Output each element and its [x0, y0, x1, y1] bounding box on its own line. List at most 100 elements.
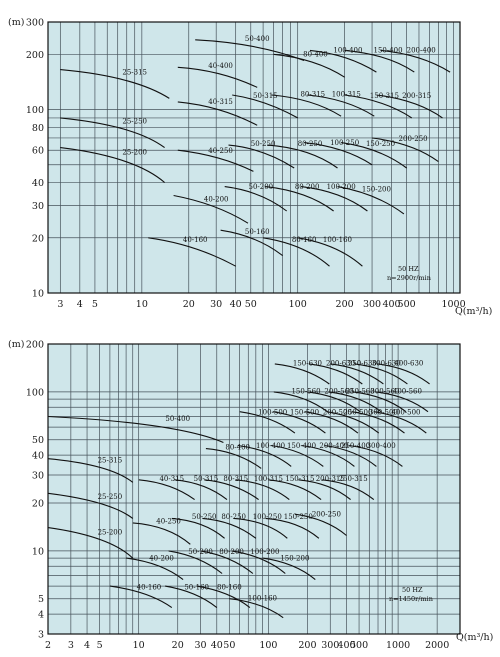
bottom-curve-200-630 [308, 363, 363, 385]
bottom-curve-100-200 [231, 550, 286, 574]
bottom-curve-label: 150-500 [290, 408, 319, 416]
bottom-curve-200-560 [307, 391, 361, 413]
bottom-curve-label: 250-315 [339, 475, 368, 483]
top-y-tick-label: 60 [32, 146, 44, 157]
bottom-curve-25-200 [47, 527, 134, 559]
bottom-curve-label: 150-560 [291, 388, 320, 396]
bottom-curve-label: 100-250 [253, 513, 282, 521]
bottom-curve-label: 80-160 [217, 583, 242, 591]
top-curve-label: 200-250 [399, 135, 428, 143]
top-curve-25-200 [60, 147, 165, 183]
bottom-x-tick-label: 400 [337, 640, 355, 651]
bottom-curve-300-630 [354, 363, 408, 385]
bottom-curve-label: 300-630 [372, 360, 401, 368]
bottom-curve-label: 300-560 [370, 388, 399, 396]
bottom-curve-label: 200-315 [316, 475, 345, 483]
bottom-curve-80-200 [200, 550, 254, 574]
top-curve-200-400 [380, 49, 451, 73]
bottom-curve-200-400 [301, 444, 355, 467]
top-curve-50-200 [224, 186, 288, 212]
bottom-y-tick-label: 50 [32, 435, 44, 446]
bottom-curve-250-400 [324, 444, 377, 467]
top-curve-150-250 [341, 142, 407, 169]
top-curve-100-160 [297, 237, 363, 267]
top-x-tick-label: 400 [382, 299, 400, 310]
bottom-curve-80-250 [202, 517, 257, 539]
top-chart-note-line2: n=2900r/min [387, 274, 431, 282]
bottom-curve-label: 50-400 [165, 415, 190, 423]
bottom-x-tick-label: 4 [84, 640, 90, 651]
bottom-curve-100-500 [239, 411, 296, 434]
bottom-curve-150-400 [271, 444, 324, 467]
top-curve-80-160 [263, 237, 330, 267]
top-curve-label: 50-315 [253, 92, 278, 100]
bottom-x-tick-label: 30 [195, 640, 207, 651]
bottom-y-tick-label: 3 [38, 630, 44, 641]
bottom-chart-note-line2: n=1450r/min [389, 595, 433, 603]
bottom-x-tick-label: 40 [211, 640, 223, 651]
top-curve-200-250 [372, 137, 439, 163]
top-curve-label: 100-315 [332, 91, 361, 99]
bottom-curve-150-250 [265, 517, 320, 539]
bottom-curve-label: 250-560 [346, 388, 375, 396]
top-curve-80-315 [271, 94, 342, 117]
top-y-tick-label: 300 [26, 18, 44, 29]
top-curve-label: 25-200 [122, 149, 147, 157]
bottom-curve-100-400 [237, 444, 292, 467]
top-curve-label: 40-315 [208, 98, 233, 106]
bottom-chart-y-unit: (m) [8, 339, 24, 350]
bottom-x-tick-label: 20 [172, 640, 184, 651]
bottom-x-tick-label: 300 [321, 640, 339, 651]
top-curve-25-315 [60, 69, 170, 99]
bottom-curve-40-160 [109, 585, 173, 609]
top-x-tick-label: 300 [363, 299, 381, 310]
bottom-curve-50-200 [168, 550, 223, 574]
bottom-curve-50-160 [165, 585, 218, 609]
bottom-curve-label: 200-400 [319, 442, 348, 450]
top-y-tick-label: 100 [26, 105, 44, 116]
top-curve-150-200 [337, 186, 405, 215]
bottom-chart-grid [47, 343, 461, 635]
top-curve-label: 80-160 [292, 236, 317, 244]
bottom-curve-label: 250-400 [341, 442, 370, 450]
top-x-tick-label: 500 [398, 299, 416, 310]
bottom-curve-label: 50-250 [192, 513, 217, 521]
bottom-curve-label: 150-200 [280, 555, 309, 563]
bottom-x-tick-label: 3 [68, 640, 74, 651]
bottom-curve-label: 100-400 [256, 442, 285, 450]
top-curve-label: 200-315 [402, 92, 431, 100]
bottom-curve-400-500 [373, 411, 427, 434]
bottom-curve-25-250 [47, 492, 134, 519]
top-chart-curves: 25-315 25-250 25-200 40-160 40-200 40-250 40-3… [60, 35, 451, 267]
bottom-y-tick-label: 100 [26, 387, 44, 398]
top-curve-40-250 [177, 149, 254, 172]
bottom-curve-250-630 [330, 363, 384, 385]
bottom-curve-150-315 [268, 479, 322, 501]
bottom-curve-100-250 [233, 517, 288, 539]
bottom-curve-300-400 [349, 444, 403, 467]
bottom-curve-80-160 [196, 585, 251, 609]
bottom-y-tick-label: 200 [26, 340, 44, 351]
bottom-x-tick-label: 10 [133, 640, 145, 651]
top-curve-label: 80-315 [300, 91, 325, 99]
bottom-curve-200-315 [298, 479, 351, 501]
bottom-curve-label: 25-200 [98, 528, 123, 536]
bottom-curve-label: 250-630 [348, 360, 377, 368]
bottom-y-tick-label: 40 [32, 451, 44, 462]
top-x-tick-label: 20 [183, 299, 195, 310]
bottom-curve-50-250 [171, 517, 225, 539]
top-y-tick-label: 20 [32, 233, 44, 244]
bottom-curve-label: 40-200 [149, 555, 174, 563]
top-curve-80-250 [267, 144, 338, 169]
top-y-tick-label: 10 [32, 289, 44, 300]
bottom-x-tick-label: 1000 [386, 640, 410, 651]
bottom-curve-400-560 [375, 391, 429, 413]
top-curve-50-160 [220, 229, 283, 257]
bottom-curve-40-315 [138, 479, 195, 501]
bottom-curve-40-200 [126, 557, 184, 581]
bottom-curve-label: 80-200 [219, 548, 244, 556]
top-curve-40-315 [177, 101, 258, 126]
top-curve-100-400 [309, 49, 377, 73]
bottom-x-tick-label: 2 [45, 640, 51, 651]
